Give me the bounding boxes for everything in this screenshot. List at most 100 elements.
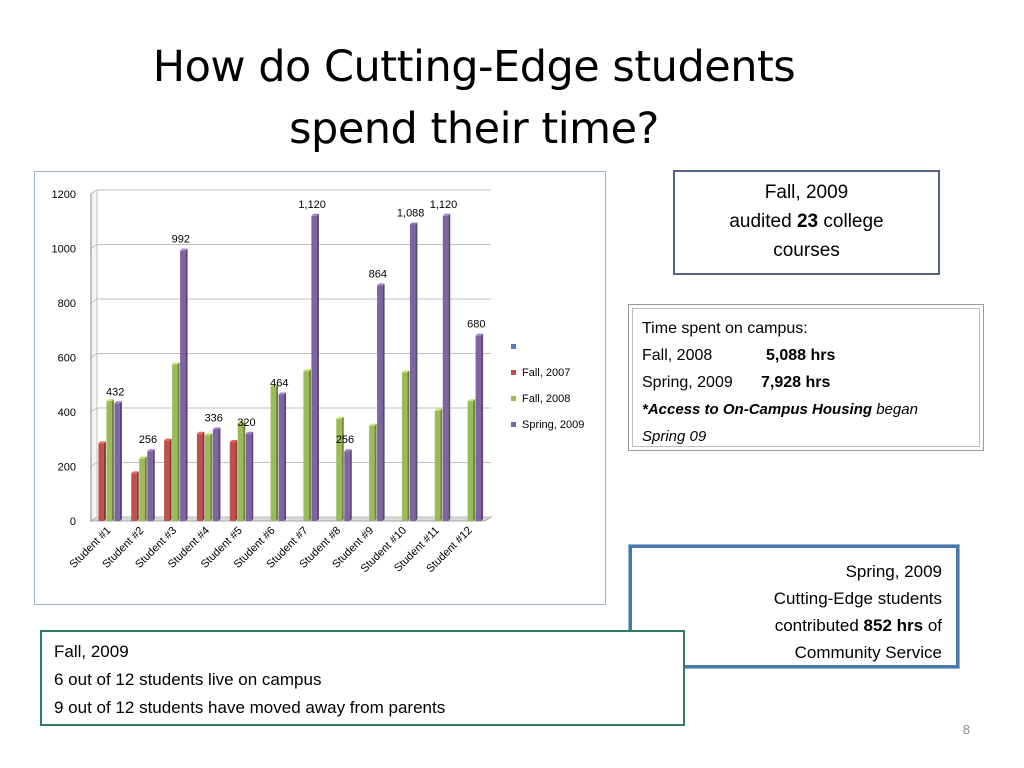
gridline-diag bbox=[90, 353, 98, 358]
bar-side bbox=[210, 433, 213, 521]
bar-top bbox=[237, 420, 246, 423]
gridline-diag bbox=[90, 407, 98, 413]
bar bbox=[336, 418, 342, 521]
bar-top bbox=[212, 427, 221, 430]
bar bbox=[278, 394, 285, 521]
bar bbox=[442, 215, 449, 522]
bar bbox=[245, 433, 252, 521]
bar-side bbox=[374, 423, 377, 521]
bar-side bbox=[169, 438, 172, 521]
bar-top bbox=[270, 384, 279, 387]
spring-2009-heading: Spring, 2009 bbox=[845, 562, 942, 581]
gridline-diag bbox=[90, 244, 98, 249]
data-label: 464 bbox=[270, 378, 288, 390]
bar-top bbox=[401, 370, 410, 373]
fall-2008-hours-row: Fall, 2008 5,088 hrs bbox=[642, 347, 836, 364]
data-label: 864 bbox=[369, 269, 387, 281]
bar-side bbox=[415, 222, 418, 521]
bar bbox=[311, 215, 317, 522]
bar-top bbox=[180, 248, 188, 251]
gridline-diag bbox=[90, 298, 98, 304]
bar-top bbox=[147, 449, 155, 452]
page-number: 8 bbox=[962, 722, 970, 737]
fall-2009-courses-word: courses bbox=[773, 240, 840, 261]
bar-side bbox=[473, 399, 476, 521]
bar-top bbox=[303, 369, 311, 372]
data-label: 256 bbox=[336, 434, 354, 446]
chart-frame: 0 200 400 600 800 1000 1200 432 Student #1 256 Stu… bbox=[34, 171, 606, 605]
courses-count: 23 bbox=[796, 211, 819, 232]
bar bbox=[98, 443, 104, 521]
bar-side bbox=[218, 427, 221, 521]
bar-top bbox=[475, 333, 484, 336]
bar bbox=[270, 386, 277, 521]
bar-side bbox=[481, 333, 484, 521]
spring-2009-hours-row: Spring, 2009 7,928 hrs bbox=[642, 374, 831, 391]
gridline-diag bbox=[90, 462, 98, 467]
slide-title-line2: spend their time? bbox=[289, 104, 659, 154]
bar bbox=[164, 440, 170, 521]
bar bbox=[172, 364, 178, 521]
bar-side bbox=[144, 456, 147, 521]
bar-side bbox=[341, 416, 344, 521]
fall-2009-heading: Fall, 2009 bbox=[764, 182, 849, 203]
bar-top bbox=[336, 416, 344, 419]
campus-living-box: Fall, 2009 6 out of 12 students live on … bbox=[40, 630, 685, 726]
bar-side bbox=[119, 401, 122, 521]
legend-swatch bbox=[511, 370, 516, 375]
data-label: 1,088 bbox=[397, 208, 425, 220]
bar bbox=[377, 285, 383, 521]
gridline-diag bbox=[90, 189, 98, 195]
bar-top bbox=[369, 423, 377, 426]
housing-note-line2: Spring 09 bbox=[642, 428, 707, 445]
bar-side bbox=[177, 362, 180, 521]
bar bbox=[131, 473, 137, 521]
data-label: 1,120 bbox=[430, 199, 458, 211]
bar-side bbox=[407, 370, 410, 521]
bar-side bbox=[235, 439, 238, 521]
y-tick-label: 800 bbox=[58, 298, 76, 310]
bar bbox=[139, 458, 145, 521]
data-label: 680 bbox=[467, 319, 485, 331]
campus-living-line3: 9 out of 12 students have moved away fro… bbox=[54, 698, 446, 717]
bar bbox=[344, 451, 350, 521]
y-tick-label: 200 bbox=[58, 462, 76, 474]
legend-swatch bbox=[511, 422, 516, 427]
bar bbox=[467, 401, 474, 521]
bar bbox=[434, 410, 441, 521]
data-label: 432 bbox=[106, 386, 124, 398]
spring-2009-hours: 7,928 hrs bbox=[761, 374, 831, 391]
data-label: 336 bbox=[204, 412, 222, 424]
bar-side bbox=[316, 213, 319, 522]
community-service-hours-line: contributed 852 hrs of bbox=[774, 616, 942, 635]
y-tick-label: 1200 bbox=[52, 189, 76, 201]
housing-note: *Access to On-Campus Housing began bbox=[642, 401, 918, 418]
legend-label: Fall, 2007 bbox=[522, 367, 570, 379]
bar-top bbox=[467, 399, 476, 402]
legend-label: Spring, 2009 bbox=[522, 419, 584, 431]
bar bbox=[409, 224, 416, 521]
data-label: 1,120 bbox=[298, 199, 326, 211]
legend-swatch bbox=[511, 396, 516, 401]
bar-top bbox=[434, 408, 443, 411]
bar bbox=[475, 335, 482, 521]
bar bbox=[204, 435, 211, 521]
bar bbox=[237, 422, 244, 521]
data-label: 256 bbox=[139, 434, 157, 446]
bar-side bbox=[136, 471, 139, 521]
bar-side bbox=[308, 369, 311, 521]
legend-swatch bbox=[511, 344, 516, 349]
slide-title-line1: How do Cutting-Edge students bbox=[152, 42, 796, 92]
bar-top bbox=[245, 431, 254, 434]
bar-top bbox=[377, 283, 385, 286]
bar-top bbox=[442, 213, 451, 216]
bar-top bbox=[229, 439, 238, 442]
community-service-box: Spring, 2009 Cutting-Edge students contr… bbox=[629, 545, 959, 668]
time-on-campus-heading: Time spent on campus: bbox=[642, 320, 808, 337]
bar-side bbox=[382, 283, 385, 521]
bar-top bbox=[204, 433, 213, 436]
bar-top bbox=[344, 449, 352, 452]
gridline-diag bbox=[90, 516, 98, 522]
bar bbox=[106, 401, 112, 521]
bar-side bbox=[448, 213, 451, 522]
